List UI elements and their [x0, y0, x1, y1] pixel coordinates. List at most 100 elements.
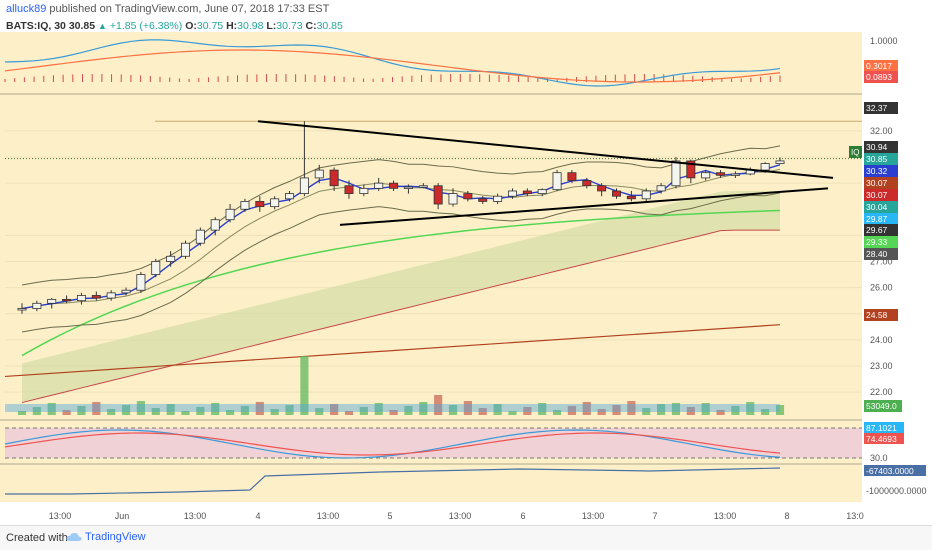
candle-body — [597, 185, 607, 192]
price-badge: 30.04 — [866, 202, 888, 212]
candle-body — [17, 308, 27, 311]
candle — [240, 198, 250, 212]
price-badge: 28.40 — [866, 249, 888, 259]
price-change: +1.85 (+6.38%) — [109, 20, 183, 32]
candle-body — [433, 185, 443, 205]
lower-trendline — [339, 187, 829, 226]
volume-bar — [686, 407, 695, 415]
volume-bar — [597, 409, 606, 415]
candle — [775, 157, 785, 165]
volume-bar — [285, 405, 294, 415]
volume-bar — [151, 408, 160, 415]
tradingview-logo[interactable]: TradingView — [66, 531, 146, 543]
time-tick-label: 13:00 — [449, 511, 472, 521]
price-badge-bg — [864, 189, 898, 201]
candle-body — [32, 302, 42, 309]
obv-badge: -67403.0000 — [866, 466, 914, 476]
volume-badge: 53049.0 — [866, 401, 897, 411]
candle-body — [121, 289, 131, 294]
chart-header: alluck89 published on TradingView.com, J… — [4, 3, 924, 39]
time-tick-label: Jun — [115, 511, 130, 521]
volume-bar — [196, 407, 205, 415]
time-tick-label: 6 — [520, 511, 525, 521]
bollinger-upper — [21, 145, 781, 286]
candle-body — [716, 172, 726, 176]
candle — [418, 183, 428, 189]
time-tick-label: 7 — [652, 511, 657, 521]
price-badge-bg — [864, 177, 898, 189]
candle-body — [270, 198, 280, 208]
candle — [32, 300, 42, 312]
price-badge-bg — [864, 213, 898, 225]
candle — [463, 190, 473, 202]
price-badge-bg — [864, 224, 898, 236]
volume-bar — [389, 410, 398, 415]
candle — [285, 190, 295, 202]
volume-bar — [270, 409, 279, 415]
price-badge: 30.32 — [866, 166, 888, 176]
upper-trendline — [257, 120, 834, 179]
oscillator-badge: 0.3017 — [866, 61, 892, 71]
volume-bar — [121, 405, 131, 415]
candle-body — [91, 295, 101, 299]
candle-body — [181, 242, 190, 257]
oscillator-badge: 0.0893 — [866, 72, 892, 82]
candle — [136, 271, 146, 293]
oscillator-tick-label: 1.0000 — [870, 36, 898, 46]
time-tick-label: 13:00 — [49, 511, 72, 521]
symbol-tag-bg — [849, 146, 862, 158]
candle-body — [210, 219, 220, 231]
volume-bar — [627, 401, 636, 415]
candle-body — [656, 185, 666, 192]
volume-bar — [344, 411, 354, 415]
cloud-icon — [66, 533, 82, 542]
candle — [255, 196, 265, 212]
volume-bar — [434, 395, 443, 415]
low-value: 30.73 — [276, 20, 303, 32]
volume-ma-band — [5, 404, 780, 412]
candle — [374, 177, 384, 191]
close-value: 30.85 — [316, 20, 343, 32]
candle-body — [522, 190, 532, 194]
candle-body — [671, 160, 681, 187]
price-badge-bg — [864, 201, 898, 213]
rsi-signal-line — [4, 432, 781, 456]
time-tick-label: 4 — [255, 511, 260, 521]
volume-bar — [731, 406, 740, 415]
time-tick-label: 5 — [387, 511, 392, 521]
price-badge-bg — [864, 153, 898, 165]
candle-body — [760, 163, 770, 171]
candle — [314, 164, 324, 184]
volume-bar — [92, 402, 101, 415]
cloud-lower-line — [21, 229, 780, 404]
candle — [47, 298, 57, 309]
candle-body — [507, 190, 517, 197]
candle-body — [76, 295, 86, 302]
volume-bar — [315, 408, 324, 415]
rsi-badge: 87.1021 — [866, 423, 897, 433]
candle-body — [359, 187, 369, 194]
time-tick-label: 13:00 — [317, 511, 340, 521]
candle — [106, 290, 116, 301]
chart-canvas[interactable]: 32.0031.0030.0028.0027.0026.0025.0024.00… — [0, 32, 932, 525]
price-badge: 30.94 — [866, 142, 888, 152]
candle — [181, 240, 190, 259]
candle-body — [626, 195, 636, 200]
price-badge-bg — [864, 248, 898, 260]
oscillator-line — [4, 39, 781, 87]
price-badge: 30.85 — [866, 154, 888, 164]
candle — [641, 188, 651, 202]
rsi-badge-bg — [864, 422, 904, 433]
author-link[interactable]: alluck89 — [6, 3, 47, 15]
volume-bar — [255, 402, 264, 415]
close-label: C: — [305, 20, 317, 32]
candle — [151, 258, 161, 278]
price-tick-label: 32.00 — [870, 126, 893, 136]
candle-body — [775, 160, 785, 164]
candle-body — [478, 198, 488, 202]
high-value: 30.98 — [237, 20, 264, 32]
candle — [299, 121, 309, 197]
last-price: 30.85 — [68, 20, 96, 32]
time-tick-label: 13:0 — [846, 511, 864, 521]
volume-bar — [32, 407, 41, 415]
